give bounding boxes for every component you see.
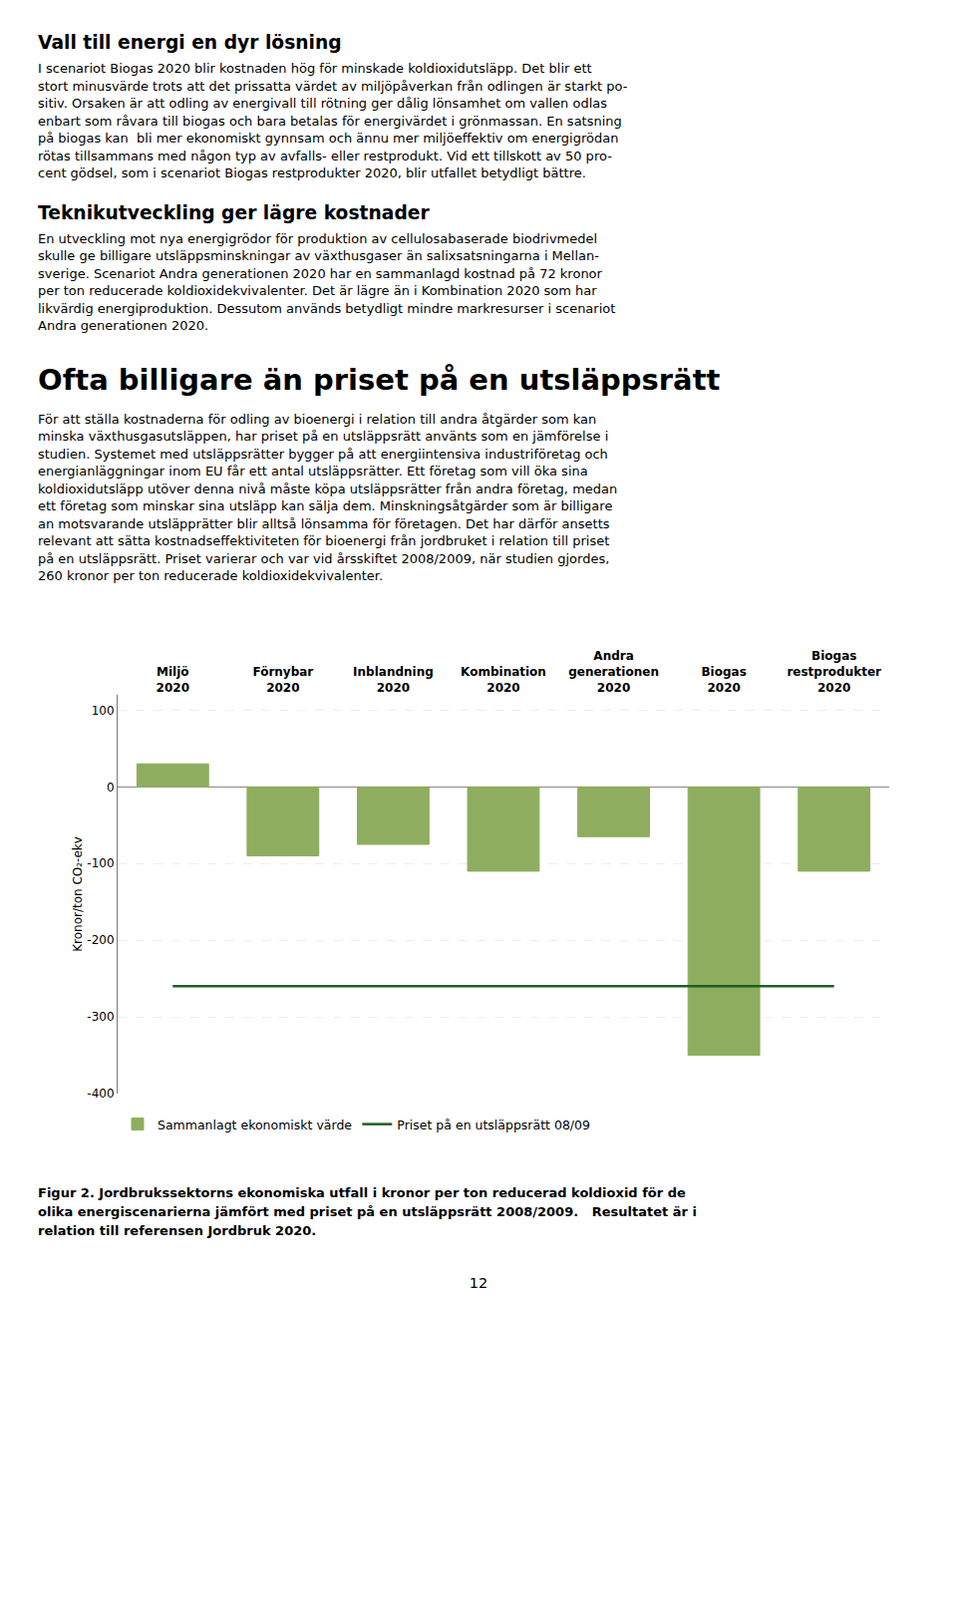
html-text:skulle ge billigare utsläppsmi: skulle ge billigare utsläppsminskningar … [37, 248, 600, 264]
svg-text:-400: -400 [86, 1086, 114, 1101]
html-text:enbart som råvara till biogas: enbart som råvara till biogas och bara b… [37, 113, 622, 129]
html-text:Andra generationen 2020.: Andra generationen 2020. [37, 318, 209, 333]
svg-text:100: 100 [91, 702, 115, 717]
svg-text:-100: -100 [86, 856, 114, 871]
html-text:minska växthusgasutsläppen, ha: minska växthusgasutsläppen, har priset p… [37, 428, 609, 444]
svg-text:Kombination2020: Kombination2020 [460, 664, 547, 695]
html-text:an motsvarande utsläpprätter b: an motsvarande utsläpprätter blir alltså… [37, 515, 610, 531]
svg-text:Biogas2020: Biogas2020 [700, 664, 746, 695]
html-text:relevant att sätta kostnadseff: relevant att sätta kostnadseffektivitete… [37, 533, 610, 549]
html-text:sitiv. Orsaken är att odling a: sitiv. Orsaken är att odling av energiva… [37, 95, 608, 111]
html-text:En utveckling mot nya energigr: En utveckling mot nya energigrödor för p… [37, 230, 598, 246]
svg-text:0: 0 [106, 779, 115, 794]
html-text:cent gödsel, som i scenariot B: cent gödsel, som i scenariot Biogas rest… [37, 165, 587, 181]
html-text:260 kronor per ton reducerade: 260 kronor per ton reducerade koldioxide… [37, 568, 383, 584]
html-text:per ton reducerade koldioxidek: per ton reducerade koldioxidekvivalenter… [37, 283, 597, 299]
svg-text:Priset på en utsläppsrätt 08/0: Priset på en utsläppsrätt 08/09 [396, 1116, 591, 1132]
html-text:Ofta billigare än priset på en: Ofta billigare än priset på en utsläppsr… [37, 362, 721, 397]
html-text:studien. Systemet med utsläpps: studien. Systemet med utsläppsrätter byg… [37, 446, 608, 462]
html-text:ett företag som minskar sina u: ett företag som minskar sina utsläpp kan… [37, 498, 613, 514]
svg-text:Inblandning2020: Inblandning2020 [352, 664, 434, 695]
html-text:likvärdig energiproduktion. De: likvärdig energiproduktion. Dessutom anv… [37, 300, 616, 316]
html-text:I scenariot Biogas 2020 blir k: I scenariot Biogas 2020 blir kostnaden h… [37, 60, 592, 76]
html-text:olika energiscenarierna jämför: olika energiscenarierna jämfört med pris… [37, 1203, 697, 1219]
html-text:Figur 2. Jordbrukssektorns eko: Figur 2. Jordbrukssektorns ekonomiska ut… [37, 1184, 686, 1200]
html-text:på en utsläppsrätt. Priset var: på en utsläppsrätt. Priset varierar och … [37, 550, 610, 566]
svg-text:Kronor/ton CO₂-ekv: Kronor/ton CO₂-ekv [70, 836, 85, 953]
html-text:Teknikutveckling ger lägre kos: Teknikutveckling ger lägre kostnader [37, 201, 430, 223]
svg-text:-200: -200 [86, 933, 114, 948]
svg-text:-300: -300 [86, 1009, 114, 1024]
svg-text:Biogasrestprodukter2020: Biogasrestprodukter2020 [786, 648, 882, 694]
html-text:koldioxidutsläpp utöver denna: koldioxidutsläpp utöver denna nivå måste… [37, 480, 618, 496]
svg-text:Förnybar2020: Förnybar2020 [252, 664, 314, 695]
svg-text:Miljö2020: Miljö2020 [156, 664, 190, 695]
html-text:sverige. Scenariot Andra gener: sverige. Scenariot Andra generationen 20… [37, 265, 603, 281]
html-text:energianläggningar inom EU får: energianläggningar inom EU får ett antal… [37, 463, 588, 479]
html-text:Vall till energi en dyr lösnin: Vall till energi en dyr lösning [37, 31, 342, 53]
html-text:stort minusvärde trots att det: stort minusvärde trots att det prissatta… [37, 78, 628, 94]
html-text:rötas tillsammans med någon ty: rötas tillsammans med någon typ av avfal… [37, 148, 612, 163]
html-text:på biogas kan bli mer ekonomis: på biogas kan bli mer ekonomiskt gynnsam… [37, 130, 619, 146]
html-text:relation till referensen Jordb: relation till referensen Jordbruk 2020. [37, 1222, 317, 1238]
svg-text:Andragenerationen2020: Andragenerationen2020 [568, 648, 659, 694]
html-text:12: 12 [469, 1274, 488, 1291]
svg-text:Sammanlagt ekonomiskt värde: Sammanlagt ekonomiskt värde [157, 1116, 352, 1132]
html-text:För att ställa kostnaderna för: För att ställa kostnaderna för odling av… [37, 411, 597, 427]
